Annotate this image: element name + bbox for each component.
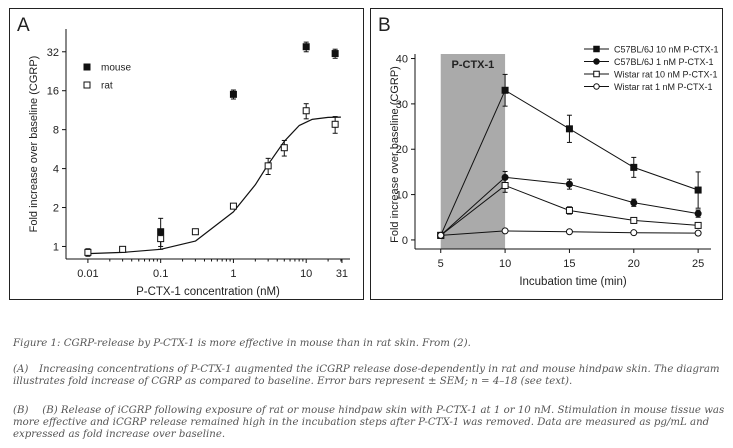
c57-1nm-point (630, 199, 638, 207)
rat-point (84, 248, 92, 256)
c57-10nm-point (565, 125, 573, 133)
wistar-10nm-point (501, 182, 509, 190)
y-tick-label: 40 (396, 54, 408, 66)
c57-10nm-point (694, 186, 702, 194)
legend-marker (593, 83, 600, 90)
legend-marker (593, 58, 600, 65)
wistar-1nm-point (501, 227, 509, 235)
y-tick-label: 30 (396, 99, 408, 111)
y-tick-label: 20 (396, 144, 408, 156)
rat-point (119, 245, 127, 253)
legend-label: rat (101, 81, 113, 92)
wistar-1nm-point (565, 228, 573, 236)
legend-marker (83, 81, 91, 89)
c57-10nm-point (630, 163, 638, 171)
y-tick-label: 32 (47, 47, 59, 59)
y-tick-label: 4 (53, 164, 59, 176)
x-tick-label: 0.01 (77, 268, 98, 280)
rat-point (280, 144, 288, 152)
mouse-point (229, 90, 237, 98)
legend-marker (593, 45, 600, 53)
x-axis-title: P-CTX-1 concentration (nM) (136, 286, 280, 298)
treatment-label: P-CTX-1 (452, 59, 495, 71)
caption-item-a-tag: (A) (13, 364, 29, 375)
legend-label: Wistar rat 10 nM P-CTX-1 (614, 70, 718, 80)
y-tick-label: 16 (47, 86, 59, 98)
x-tick-label: 10 (300, 268, 312, 280)
wistar-10nm-point (565, 206, 573, 214)
rat-point (157, 235, 165, 243)
x-tick-label: 15 (563, 258, 575, 270)
caption-item-b-tag: (B) (13, 405, 29, 416)
y-axis-title: Fold increase over baseline (CGRP) (389, 66, 401, 243)
wistar-1nm-point (437, 231, 445, 239)
rat-point (229, 202, 237, 210)
figure-caption-title: Figure 1: CGRP-release by P-CTX-1 is mor… (13, 338, 471, 349)
y-tick-label: 10 (396, 190, 408, 202)
y-tick-label: 2 (53, 203, 59, 215)
c57-10nm-point (501, 86, 509, 94)
chart-b-canvas: B P-CTX-1 0 10 20 30 40 5 10 15 20 25 Incubation tim… (378, 15, 719, 288)
rat-point (302, 107, 310, 115)
panel-b-letter: B (378, 15, 391, 36)
chart-panel-b: B P-CTX-1 0 10 20 30 40 5 10 15 20 25 Incubation tim… (370, 8, 723, 300)
x-tick-label: 10 (499, 258, 511, 270)
chart-a-canvas: A 1 2 4 8 16 32 0.01 0.1 1 10 31 P-CTX-1 concentrati… (17, 15, 350, 298)
mouse-point (331, 50, 339, 58)
wistar-10nm-point (630, 216, 638, 224)
wistar-10nm-point (694, 221, 702, 229)
legend-marker (593, 70, 600, 78)
fit-curve (87, 116, 341, 255)
y-tick-label: 1 (53, 241, 59, 253)
caption-item-b-text: (B) Release of iCGRP following exposure … (13, 405, 725, 440)
wistar-1nm-point (630, 229, 638, 237)
x-tick-label: 20 (628, 258, 640, 270)
c57-1nm-point (565, 180, 573, 188)
panel-a-letter: A (17, 15, 30, 36)
y-tick-label: 8 (53, 125, 59, 137)
x-tick-label: 31 (336, 268, 348, 280)
x-tick-label: 1 (230, 268, 236, 280)
mouse-point (302, 43, 310, 51)
c57-1nm-point (694, 210, 702, 218)
legend-label: C57BL/6J 10 nM P-CTX-1 (614, 45, 719, 55)
wistar-1nm-point (694, 229, 702, 237)
x-tick-label: 0.1 (153, 268, 168, 280)
x-tick-label: 5 (438, 258, 444, 270)
chart-panel-a: A 1 2 4 8 16 32 0.01 0.1 1 10 31 P-CTX-1 concentrati… (9, 8, 364, 300)
rat-point (191, 228, 199, 236)
y-axis-title: Fold increase over baseline (CGRP) (28, 56, 40, 233)
legend-label: mouse (101, 63, 131, 74)
legend-marker (83, 63, 91, 71)
caption-item-a-text: Increasing concentrations of P-CTX-1 aug… (13, 364, 720, 387)
x-tick-label: 25 (692, 258, 704, 270)
x-axis-title: Incubation time (min) (519, 276, 627, 288)
caption-item-a: (A) Increasing concentrations of P-CTX-1 … (13, 364, 725, 388)
y-tick-label: 0 (402, 235, 408, 247)
legend-label: C57BL/6J 1 nM P-CTX-1 (614, 57, 714, 67)
caption-item-b: (B) (B) Release of iCGRP following expos… (13, 405, 725, 441)
legend-label: Wistar rat 1 nM P-CTX-1 (614, 82, 713, 92)
rat-point (331, 120, 339, 128)
rat-point (264, 162, 272, 170)
treatment-shaded-region (440, 54, 506, 249)
